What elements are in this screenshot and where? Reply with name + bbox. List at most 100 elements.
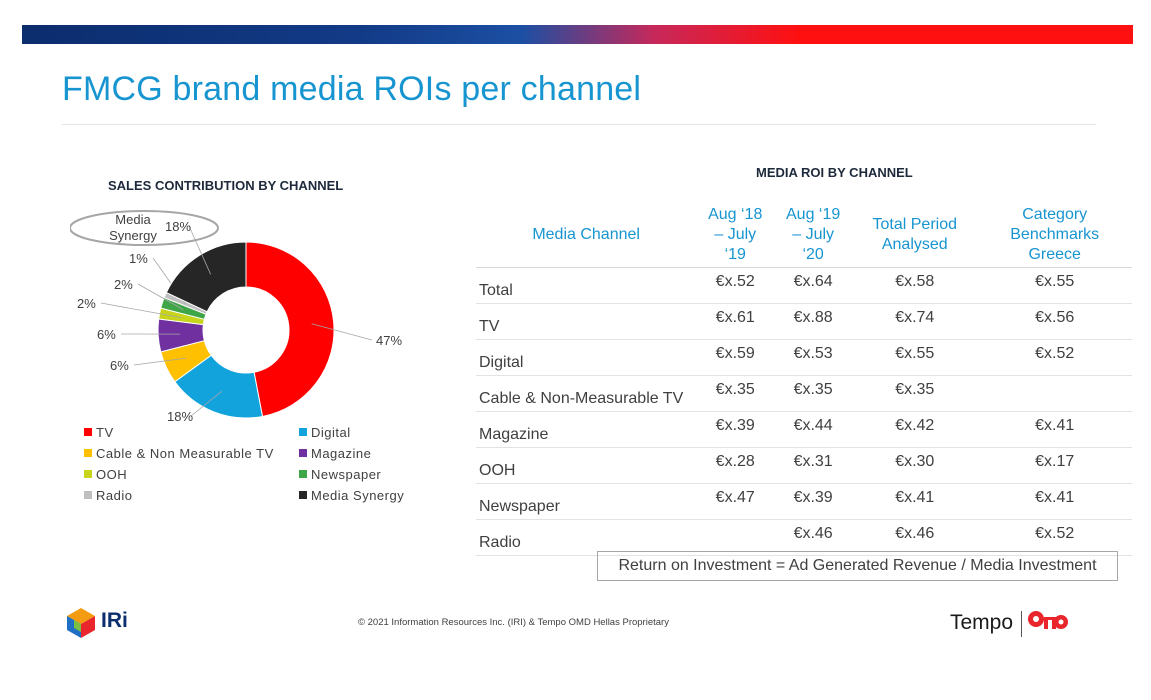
legend-swatch [299,491,307,499]
slice-label-tv: 47% [376,333,402,348]
channel-cell: OOH [476,447,697,484]
table-row: TV €x.61 €x.88 €x.74 €x.56 [476,303,1132,340]
slice-label-radio: 1% [129,251,148,266]
roi-value-cell: €x.59 [696,339,775,376]
leader-line-ooh [100,302,182,319]
legend-label: Radio [96,488,133,503]
roi-value-cell: €x.55 [977,267,1132,304]
channel-cell: Newspaper [476,483,697,520]
roi-value-cell: €x.41 [852,483,978,520]
roi-value-cell: €x.35 [774,375,853,412]
iri-logo-icon [67,608,95,638]
leader-line-tv [311,323,373,341]
table-row: Total €x.52 €x.64 €x.58 €x.55 [476,267,1132,304]
roi-table-title: MEDIA ROI BY CHANNEL [756,165,913,180]
leader-line-newspaper [137,283,184,310]
logo-divider [1021,611,1022,637]
channel-cell: Radio [476,519,697,556]
legend-label: Media Synergy [311,488,405,503]
channel-cell: Digital [476,339,697,376]
column-header: Aug ‘18 – July ‘19 [696,203,775,268]
roi-formula-box: Return on Investment = Ad Generated Reve… [597,551,1118,581]
roi-value-cell [696,519,775,556]
legend-label: Digital [311,425,351,440]
header-color-bar [22,25,1133,44]
legend-label: OOH [96,467,128,482]
roi-value-cell: €x.61 [696,303,775,340]
leader-line-media-synergy [188,225,212,275]
media-roi-table: Media Channel Aug ‘18 – July ‘19 Aug ‘19 –… [476,203,1132,556]
column-header: Aug ‘19 – July ‘20 [774,203,853,268]
tempo-logo: Tempo [950,611,1014,634]
column-header: Media Channel [476,203,697,268]
slice-label-media-synergy: 18% [165,219,191,234]
roi-value-cell: €x.56 [977,303,1132,340]
channel-cell: TV [476,303,697,340]
roi-value-cell: €x.30 [852,447,978,484]
slice-label-digital: 18% [167,409,193,424]
legend-item-magazine: Magazine [299,446,371,461]
roi-value-cell: €x.28 [696,447,775,484]
column-header: Category Benchmarks Greece [977,203,1132,268]
roi-value-cell: €x.52 [977,339,1132,376]
roi-value-cell: €x.41 [977,483,1132,520]
roi-value-cell: €x.88 [774,303,853,340]
channel-cell: Magazine [476,411,697,448]
table-row: Newspaper €x.47 €x.39 €x.41 €x.41 [476,483,1132,520]
leader-line-digital [190,391,222,417]
omd-logo-icon [1028,611,1068,629]
legend-swatch [299,428,307,436]
column-header: Total Period Analysed [852,203,978,268]
table-row: Magazine €x.39 €x.44 €x.42 €x.41 [476,411,1132,448]
page-title: FMCG brand media ROIs per channel [62,70,642,108]
roi-value-cell: €x.44 [774,411,853,448]
media-synergy-annotation-text: Media [115,212,151,227]
channel-cell: Cable & Non-Measurable TV [476,375,697,412]
legend-item-ooh: OOH [84,467,127,482]
media-synergy-annotation-text: Synergy [109,228,157,243]
roi-value-cell: €x.42 [852,411,978,448]
legend-item-media-synergy: Media Synergy [299,488,404,503]
roi-value-cell: €x.46 [852,519,978,556]
slice-label-magazine: 6% [97,327,116,342]
roi-value-cell: €x.74 [852,303,978,340]
table-row: Cable & Non-Measurable TV €x.35 €x.35 €x.35 [476,375,1132,412]
legend-swatch [84,428,92,436]
legend-label: Cable & Non Measurable TV [96,446,274,461]
legend-item-newspaper: Newspaper [299,467,381,482]
slice-label-ooh: 2% [77,296,96,311]
iri-logo-text: IRi [101,609,128,632]
channel-cell: Total [476,267,697,304]
donut-slice-media-synergy [165,241,247,313]
table-header-row: Media Channel Aug ‘18 – July ‘19 Aug ‘19 –… [476,203,1132,268]
roi-value-cell: €x.47 [696,483,775,520]
legend-item-radio: Radio [84,488,132,503]
roi-value-cell: €x.35 [852,375,978,412]
roi-value-cell: €x.31 [774,447,853,484]
roi-value-cell: €x.41 [977,411,1132,448]
roi-value-cell: €x.52 [696,267,775,304]
slice-label-newspaper: 2% [114,277,133,292]
title-divider [62,124,1096,125]
donut-chart-title: SALES CONTRIBUTION BY CHANNEL [108,178,344,193]
roi-value-cell: €x.39 [696,411,775,448]
media-synergy-highlight-ellipse [70,210,219,246]
roi-value-cell: €x.39 [774,483,853,520]
legend-swatch [299,470,307,478]
roi-value-cell [977,375,1132,412]
roi-value-cell: €x.58 [852,267,978,304]
legend-swatch [84,449,92,457]
legend-item-cable-non-measurable-tv: Cable & Non Measurable TV [84,446,274,461]
roi-value-cell: €x.46 [774,519,853,556]
footer-copyright: © 2021 Information Resources Inc. (IRI) … [358,617,669,628]
slice-label-cable-non-measurable-tv: 6% [110,358,129,373]
legend-swatch [84,491,92,499]
roi-value-cell: €x.53 [774,339,853,376]
roi-value-cell: €x.64 [774,267,853,304]
table-row: OOH €x.28 €x.31 €x.30 €x.17 [476,447,1132,484]
roi-value-cell: €x.35 [696,375,775,412]
table-row: Digital €x.59 €x.53 €x.55 €x.52 [476,339,1132,376]
legend-label: TV [96,425,114,440]
legend-item-digital: Digital [299,425,351,440]
